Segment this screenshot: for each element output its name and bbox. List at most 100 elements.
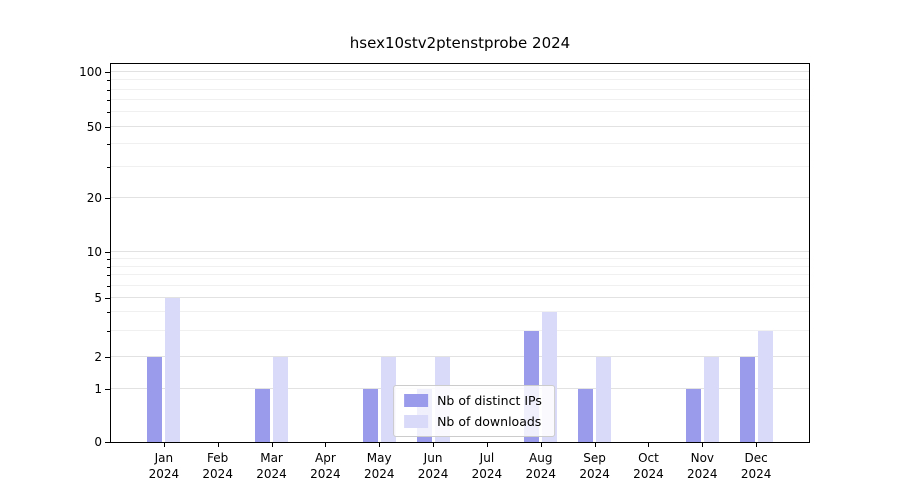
gridline-major [111,296,809,298]
gridline-minor [111,165,809,167]
x-tick-year: 2024 [256,467,287,482]
x-tick-year: 2024 [310,467,341,482]
y-tick-mark [105,442,110,443]
y-tick-mark-minor [107,89,110,91]
x-tick-month: Aug [529,451,553,465]
y-tick-mark [105,71,110,73]
y-tick-label: 20 [86,191,102,206]
x-tick-year: 2024 [363,467,395,482]
y-tick-mark [105,126,110,128]
x-tick-label: Aug 2024 [525,450,556,482]
x-tick-mark [163,443,165,447]
y-tick-mark [105,297,110,299]
chart-title: hsex10stv2ptenstprobe 2024 [349,34,571,52]
x-tick-month: Dec [744,451,768,465]
gridline-major [111,356,809,358]
gridline-minor [111,79,809,81]
x-tick-mark [486,443,488,447]
x-tick-month: Jun [423,451,443,465]
x-tick-label: Nov 2024 [687,450,718,482]
x-tick-month: Feb [207,451,229,465]
x-tick-label: Mar 2024 [256,450,287,482]
y-tick-label: 2 [94,350,102,365]
x-tick-mark [540,443,542,447]
bar-downloads [757,330,773,442]
legend-item: Nb of downloads [404,414,542,429]
x-tick-month: Oct [638,451,659,465]
x-tick-year: 2024 [417,467,449,482]
y-tick-mark-minor [107,285,110,287]
x-tick-mark [433,443,435,447]
x-tick-year: 2024 [687,467,718,482]
y-tick-label: 100 [79,64,102,79]
x-tick-label: Jul 2024 [472,450,503,482]
y-tick-mark [105,251,110,253]
x-tick-year: 2024 [525,467,557,482]
gridline-major [111,125,809,127]
legend-item: Nb of distinct IPs [404,393,542,408]
x-tick-mark [648,443,650,447]
gridline-minor [111,143,809,145]
x-tick-year: 2024 [202,467,233,482]
bar-downloads [703,357,719,442]
gridline-minor [111,111,809,113]
gridline-minor [111,265,809,267]
y-tick-mark-minor [107,275,110,277]
x-tick-month: Sep [583,451,606,465]
x-tick-label: Dec 2024 [741,450,772,482]
bar-distinct-ips [578,389,594,442]
y-tick-label: 5 [94,290,102,305]
gridline-minor [111,284,809,286]
y-tick-mark [105,357,110,359]
y-tick-mark-minor [107,80,110,82]
y-tick-mark-minor [107,330,110,332]
bar-downloads [165,297,181,442]
gridline-major [111,250,809,252]
x-tick-label: Jun 2024 [418,450,449,482]
x-tick-mark [217,443,219,447]
gridline-minor [111,99,809,101]
bar-distinct-ips [685,389,701,442]
legend: Nb of distinct IPs Nb of downloads [393,385,555,437]
y-tick-label: 1 [94,382,102,397]
x-tick-label: Oct 2024 [633,450,664,482]
x-tick-year: 2024 [633,467,664,482]
bar-downloads [273,357,289,442]
legend-swatch-downloads [404,415,429,428]
x-tick-mark [271,443,273,447]
x-tick-month: May [366,451,392,465]
y-tick-mark [105,389,110,391]
gridline-minor [111,257,809,259]
gridline-major [111,70,809,72]
x-tick-mark [756,443,758,447]
bar-distinct-ips [362,389,378,442]
x-tick-label: Feb 2024 [202,450,233,482]
x-tick-mark [702,443,704,447]
legend-label: Nb of distinct IPs [437,393,542,408]
x-tick-label: Jan 2024 [149,450,180,482]
legend-swatch-distinct-ips [404,394,429,407]
x-tick-label: Sep 2024 [579,450,610,482]
x-tick-mark [594,443,596,447]
x-tick-year: 2024 [740,467,772,482]
y-tick-mark-minor [107,266,110,268]
gridline-minor [111,274,809,276]
gridline-minor [111,88,809,90]
gridline-minor [111,311,809,313]
y-tick-label: 50 [86,119,102,134]
x-tick-month: Jan [154,451,174,465]
y-tick-label: 10 [86,244,102,259]
y-tick-mark-minor [107,100,110,102]
y-tick-mark-minor [107,312,110,314]
x-tick-month: Jul [479,451,495,465]
x-tick-year: 2024 [471,467,503,482]
plot-area: Nb of distinct IPs Nb of downloads [110,63,810,443]
bar-distinct-ips [739,357,755,442]
legend-label: Nb of downloads [437,414,542,429]
y-tick-mark-minor [107,258,110,260]
y-tick-label: 0 [94,435,102,449]
bar-downloads [380,357,396,442]
x-tick-year: 2024 [579,467,610,482]
bar-distinct-ips [255,389,271,442]
